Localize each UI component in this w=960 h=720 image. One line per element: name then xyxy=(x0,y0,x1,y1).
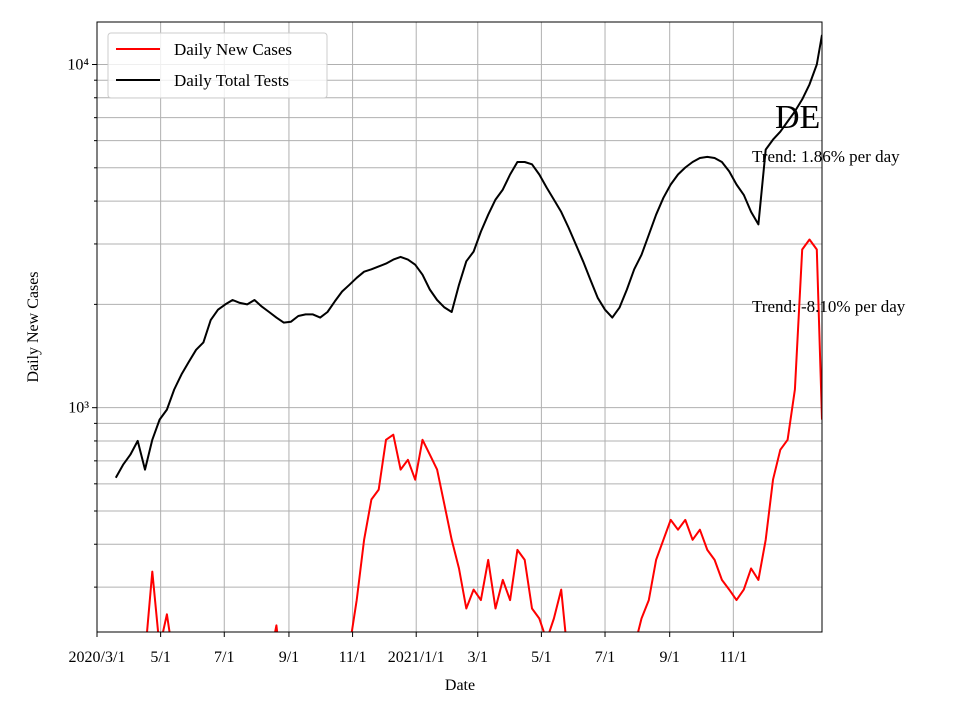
chart-title: DE xyxy=(775,99,820,136)
annotation: Trend: -8.10% per day xyxy=(752,297,906,316)
plot-frame xyxy=(96,21,823,633)
y-axis-label: Daily New Cases xyxy=(25,271,42,382)
y-tick-label: 10⁴ xyxy=(67,57,89,74)
x-tick-label: 9/1 xyxy=(659,649,679,666)
data-line xyxy=(146,238,822,632)
x-tick-label: 2021/1/1 xyxy=(388,649,445,666)
x-tick-label: 5/1 xyxy=(531,649,551,666)
x-tick-label: 9/1 xyxy=(279,649,299,666)
x-tick-label: 11/1 xyxy=(719,649,747,666)
x-tick-label: 11/1 xyxy=(339,649,367,666)
x-tick-label: 7/1 xyxy=(595,649,615,666)
plot-lines xyxy=(114,34,822,632)
legend: Daily New Cases Daily Total Tests xyxy=(107,32,328,99)
legend-label: Daily Total Tests xyxy=(174,71,289,90)
data-line xyxy=(114,34,822,479)
x-tick-label: 2020/3/1 xyxy=(69,649,126,666)
axes: 2020/3/1 5/1 7/1 9/1 11/1 2021/1/1 3/1 5/1 7/1 9/… xyxy=(67,57,747,666)
legend-label: Daily New Cases xyxy=(174,40,292,59)
y-tick-label: 10³ xyxy=(68,400,89,417)
annotation: Trend: 1.86% per day xyxy=(752,147,900,166)
x-tick-label: 3/1 xyxy=(468,649,488,666)
x-tick-label: 7/1 xyxy=(214,649,234,666)
x-axis-label: Date xyxy=(445,677,475,694)
legend-box xyxy=(107,32,328,99)
x-tick-label: 5/1 xyxy=(150,649,170,666)
grid xyxy=(96,22,822,632)
